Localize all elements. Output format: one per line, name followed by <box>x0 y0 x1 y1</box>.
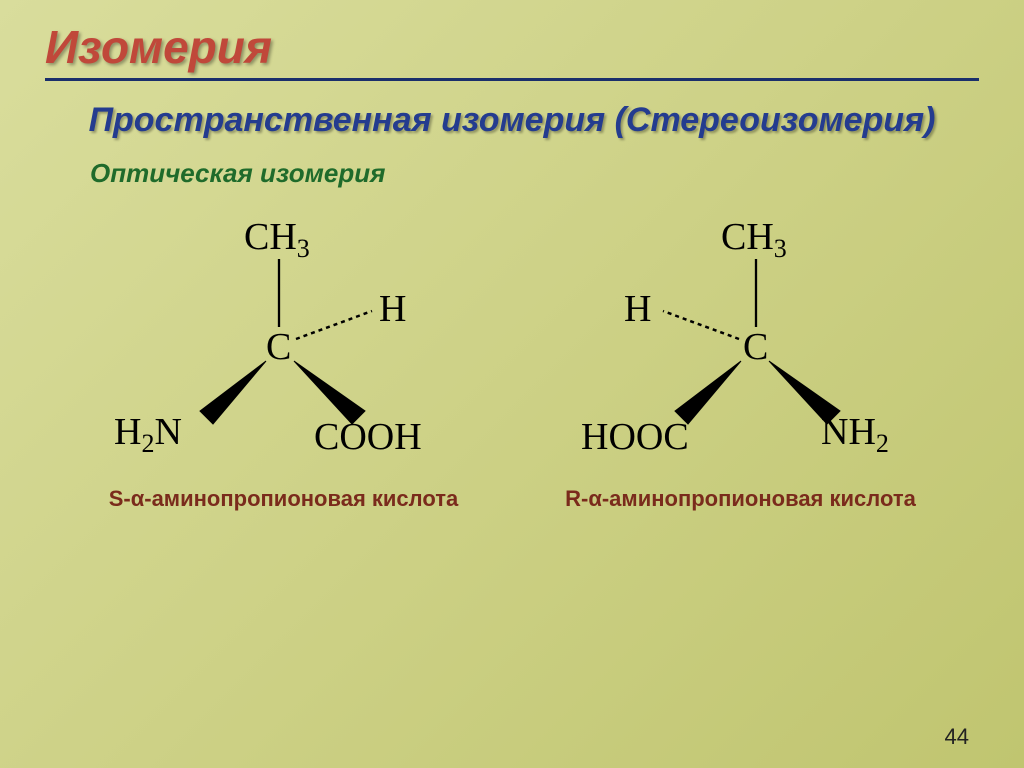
page-number: 44 <box>945 724 969 750</box>
left-caption-prefix: S- <box>109 486 131 511</box>
left-dash <box>296 311 372 339</box>
slide-container: Изомерия Пространственная изомерия (Стер… <box>0 0 1024 768</box>
left-wedge-nh2 <box>200 361 266 424</box>
left-caption-alpha: α <box>131 486 145 511</box>
right-c: C <box>743 326 768 368</box>
left-caption: S-α-аминопропионовая кислота <box>109 486 459 512</box>
left-h2n: H2N <box>114 411 182 458</box>
title-divider <box>45 78 979 81</box>
right-nh2: NH2 <box>821 411 889 458</box>
left-cooh: COOH <box>314 416 422 458</box>
right-caption: R-α-аминопропионовая кислота <box>565 486 916 512</box>
right-hooc: HOOC <box>581 416 689 458</box>
right-h: H <box>624 288 651 330</box>
right-wedge-hooc <box>675 361 741 424</box>
molecules-row: CH3 C H H2N COOH S-α-аминопропионова <box>45 209 979 512</box>
right-molecule-svg: CH3 C H HOOC NH2 <box>561 209 921 474</box>
left-h: H <box>379 288 406 330</box>
left-ch3: CH3 <box>244 216 310 263</box>
right-caption-prefix: R- <box>565 486 588 511</box>
left-c: C <box>266 326 291 368</box>
slide-title: Изомерия <box>45 20 979 74</box>
right-molecule: CH3 C H HOOC NH2 R-α-аминопропионова <box>561 209 921 512</box>
left-molecule-svg: CH3 C H H2N COOH <box>104 209 464 474</box>
right-caption-alpha: α <box>588 486 602 511</box>
slide-subsubtitle: Оптическая изомерия <box>90 158 979 189</box>
right-caption-suffix: -аминопропионовая кислота <box>602 486 916 511</box>
right-dash <box>663 311 739 339</box>
slide-subtitle: Пространственная изомерия (Стереоизомери… <box>45 101 979 140</box>
left-wedge-cooh <box>294 361 365 424</box>
right-ch3: CH3 <box>721 216 787 263</box>
left-caption-suffix: -аминопропионовая кислота <box>144 486 458 511</box>
left-molecule: CH3 C H H2N COOH S-α-аминопропионова <box>104 209 464 512</box>
